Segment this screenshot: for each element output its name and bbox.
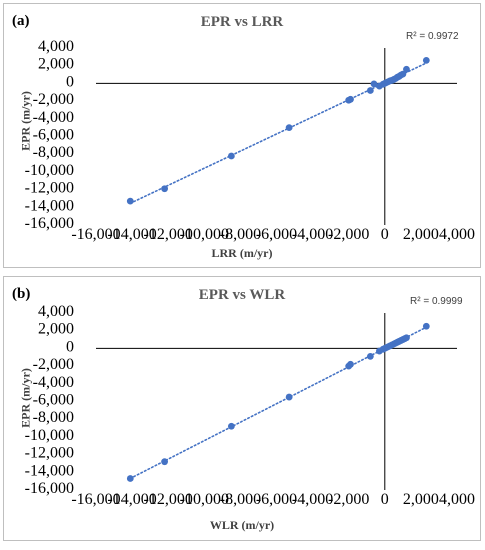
data-point — [370, 80, 378, 88]
y-tick-label: 4,000 — [38, 303, 74, 320]
data-point — [285, 393, 293, 401]
data-point — [422, 322, 430, 330]
x-axis-label-a: LRR (m/yr) — [211, 246, 273, 260]
x-tick-label: -6,000 — [256, 226, 297, 243]
r-squared-label-a: R² = 0.9972 — [406, 31, 459, 42]
x-tick-label: -14,000 — [107, 491, 156, 508]
chart-title-a: EPR vs LRR — [200, 14, 284, 30]
x-tick-label: 0 — [381, 226, 389, 243]
y-tick-label: -16,000 — [25, 480, 74, 497]
y-tick-label: -8,000 — [33, 144, 74, 161]
y-tick-label: -12,000 — [25, 180, 74, 197]
scatter-plot-a: -16,000-14,000-12,000-10,000-8,000-6,000… — [25, 38, 475, 243]
x-tick-label: 2,000 — [403, 226, 439, 243]
chart-panel-a: -16,000 -14,000 -12,000 -10,000 -8,000 -6,000… — [3, 3, 481, 268]
scatter-plot-b: -16,000-14,000-12,000-10,000-8,000-6,000… — [25, 303, 475, 508]
x-tick-label: 4,000 — [439, 226, 475, 243]
chart-title-b: EPR vs WLR — [198, 287, 286, 303]
y-tick-label: -2,000 — [33, 356, 74, 373]
x-tick-label: -8,000 — [220, 491, 261, 508]
x-tick-label: -10,000 — [180, 226, 229, 243]
data-point — [366, 87, 374, 94]
chart-panel-b: -16,000 -14,000 -12,000 -10,000 -8,000 -6,000… — [3, 276, 481, 541]
y-tick-label: -2,000 — [33, 91, 74, 108]
x-tick-label: -10,000 — [180, 491, 229, 508]
y-axis-label-a-text: EPR (m/yr) — [18, 91, 33, 151]
x-tick-label: -4,000 — [292, 226, 333, 243]
data-point — [161, 185, 168, 193]
x-tick-label: -2,000 — [328, 226, 369, 243]
data-point — [403, 65, 410, 73]
y-tick-label: -6,000 — [33, 127, 74, 144]
x-tick-label: -16,000 — [71, 226, 120, 243]
y-tick-label: -4,000 — [33, 374, 74, 391]
data-point — [126, 475, 134, 482]
data-point — [366, 352, 374, 360]
x-axis-label-b: WLR (m/yr) — [209, 518, 275, 532]
y-tick-label: 2,000 — [38, 56, 74, 73]
x-tick-label: 0 — [381, 491, 389, 508]
y-tick-label: -14,000 — [25, 462, 74, 479]
r-squared-label-b: R² = 0.9999 — [410, 296, 463, 307]
y-axis-label-b-text: EPR (m/yr) — [18, 368, 33, 428]
y-tick-label: 2,000 — [38, 321, 74, 338]
x-tick-label: 2,000 — [403, 491, 439, 508]
data-point — [227, 422, 235, 430]
y-tick-label: -14,000 — [25, 197, 74, 214]
data-point — [422, 56, 430, 64]
data-point — [285, 124, 293, 132]
y-tick-label: 4,000 — [38, 38, 74, 55]
x-tick-label: -8,000 — [220, 226, 261, 243]
y-tick-label: -10,000 — [25, 427, 74, 444]
x-tick-label: -16,000 — [71, 491, 120, 508]
y-tick-label: -16,000 — [25, 215, 74, 232]
data-point — [161, 458, 168, 466]
y-tick-label: -8,000 — [33, 409, 74, 426]
y-tick-label: -4,000 — [33, 109, 74, 126]
y-tick-label: 0 — [66, 338, 74, 355]
data-point — [227, 152, 235, 160]
y-tick-label: -6,000 — [33, 392, 74, 409]
data-point — [399, 70, 407, 78]
x-tick-label: -2,000 — [328, 491, 369, 508]
y-tick-label: -12,000 — [25, 445, 74, 462]
x-tick-label: 4,000 — [439, 491, 475, 508]
x-tick-label: -14,000 — [107, 226, 156, 243]
data-point — [347, 360, 354, 368]
data-point — [347, 95, 354, 103]
x-tick-label: -4,000 — [292, 491, 333, 508]
x-tick-label: -12,000 — [144, 491, 193, 508]
x-tick-label: -6,000 — [256, 491, 297, 508]
panel-label-b: (b) — [12, 286, 31, 302]
y-tick-label: -10,000 — [25, 162, 74, 179]
data-point — [126, 197, 134, 205]
y-tick-label: 0 — [66, 73, 74, 90]
data-point — [403, 334, 410, 342]
x-tick-label: -12,000 — [144, 226, 193, 243]
panel-label-a: (a) — [12, 13, 30, 29]
